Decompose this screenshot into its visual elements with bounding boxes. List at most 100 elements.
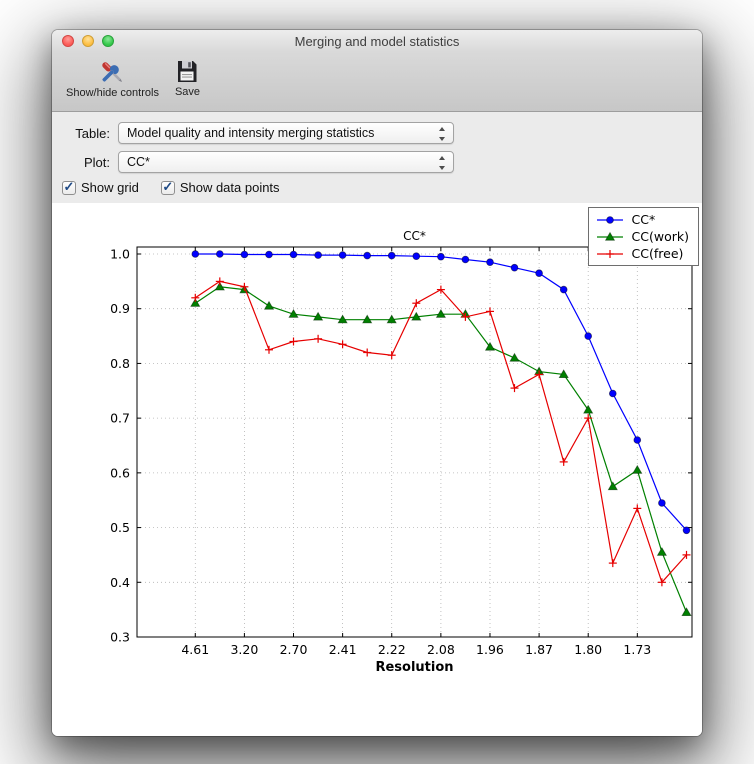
tools-icon — [102, 62, 123, 83]
data-point-marker — [363, 251, 372, 260]
data-point-marker — [386, 314, 397, 324]
data-point-marker — [216, 250, 224, 258]
table-row: Table: Model quality and intensity mergi… — [62, 122, 702, 144]
data-point-marker — [435, 309, 446, 318]
data-point-marker — [265, 250, 273, 259]
show-grid-label: Show grid — [81, 180, 139, 195]
data-point-marker — [656, 547, 667, 556]
y-tick-label: 0.6 — [110, 465, 130, 480]
data-point-marker — [509, 352, 520, 362]
data-point-marker — [535, 269, 543, 277]
data-point-marker — [510, 263, 519, 272]
table-label: Table: — [75, 125, 110, 141]
data-point-marker — [412, 252, 421, 260]
y-tick-label: 0.4 — [110, 575, 130, 590]
y-tick-label: 0.5 — [110, 520, 130, 535]
data-point-marker — [289, 250, 298, 259]
y-tick-label: 1.0 — [110, 247, 130, 262]
show-grid-checkbox[interactable] — [62, 179, 76, 195]
legend-sample-icon — [596, 231, 623, 241]
data-point-marker — [558, 369, 569, 379]
table-select[interactable]: Model quality and intensity merging stat… — [118, 122, 454, 144]
show-data-points-label: Show data points — [179, 180, 280, 195]
plot-area: 0.3 0.4 0.5 0.6 0.7 0.8 0.9 1.0 4.61 3.20 2.70 2.41… — [52, 203, 702, 736]
chart: 0.3 0.4 0.5 0.6 0.7 0.8 0.9 1.0 4.61 3.20 2.70 2.41… — [110, 229, 693, 675]
data-point-marker — [681, 607, 692, 617]
x-tick-label: 1.87 — [525, 642, 553, 657]
titlebar[interactable]: Merging and model statistics — [52, 30, 702, 52]
data-point-marker — [437, 252, 445, 261]
data-point-marker — [605, 215, 614, 224]
checkbox-row: Show grid Show data points — [62, 179, 702, 195]
legend-entry: CC(work) — [595, 229, 689, 244]
close-button[interactable] — [62, 35, 74, 47]
window-title: Merging and model statistics — [294, 33, 460, 49]
x-tick-label: 1.80 — [574, 642, 602, 657]
toolbar-item-label: Show/hide controls — [66, 87, 159, 99]
x-tick-label: 2.08 — [427, 642, 455, 657]
x-tick-label: 2.22 — [378, 642, 406, 657]
data-point-marker — [583, 404, 594, 414]
data-point-marker — [191, 250, 200, 258]
toolbar: Show/hide controls Save — [52, 52, 702, 112]
legend-entry: CC(free) — [595, 246, 689, 261]
axes-background — [137, 247, 692, 637]
save-button[interactable]: Save — [169, 57, 206, 100]
data-point-marker — [607, 481, 618, 491]
data-point-marker — [608, 389, 617, 398]
legend-sample-icon — [596, 215, 623, 224]
data-point-marker — [486, 258, 494, 266]
traffic-lights — [62, 35, 114, 47]
popup-arrows-icon — [438, 156, 447, 170]
y-tick-label: 0.3 — [110, 630, 130, 645]
data-point-marker — [387, 251, 396, 260]
data-point-marker — [190, 298, 201, 307]
axes-frame — [136, 246, 693, 638]
x-tick-label: 3.20 — [230, 642, 258, 657]
data-point-marker — [362, 314, 373, 324]
table-select-value: Model quality and intensity merging stat… — [127, 126, 375, 140]
plot-row: Plot: CC* — [62, 151, 702, 173]
data-point-marker — [240, 250, 249, 259]
plot-select[interactable]: CC* — [118, 151, 454, 173]
data-point-marker — [484, 341, 496, 351]
data-point-marker — [632, 464, 643, 474]
legend-label: CC(work) — [631, 229, 689, 244]
data-point-marker — [314, 251, 322, 259]
toolbar-item-label: Save — [174, 86, 201, 98]
data-point-marker — [214, 281, 225, 291]
save-icon — [178, 61, 197, 82]
plot-label: Plot: — [83, 154, 110, 170]
x-tick-label: 1.73 — [623, 642, 651, 657]
legend-label: CC* — [631, 212, 656, 227]
data-point-marker — [658, 499, 666, 507]
legend-sample-icon — [596, 249, 623, 258]
y-tick-label: 0.9 — [110, 301, 130, 316]
legend-label: CC(free) — [631, 246, 684, 261]
chart-title: CC* — [403, 229, 426, 243]
x-tick-label: 1.96 — [476, 642, 504, 657]
data-point-marker — [633, 436, 642, 444]
x-tick-label: 4.61 — [181, 642, 209, 657]
data-point-marker — [313, 311, 324, 321]
data-point-marker — [263, 300, 275, 310]
chart-legend: CC* CC(work) CC(free) — [587, 207, 699, 266]
data-point-marker — [559, 285, 568, 294]
minimize-button[interactable] — [82, 35, 94, 47]
x-axis-label: Resolution — [375, 660, 453, 675]
data-point-marker — [461, 255, 470, 264]
legend-entry: CC* — [595, 212, 689, 227]
y-tick-label: 0.8 — [110, 356, 130, 371]
x-tick-label: 2.70 — [280, 642, 308, 657]
data-point-marker — [337, 314, 348, 324]
controls-panel: Table: Model quality and intensity mergi… — [52, 112, 702, 203]
data-point-marker — [288, 309, 299, 318]
zoom-button[interactable] — [102, 35, 114, 47]
popup-arrows-icon — [438, 127, 447, 141]
show-data-points-checkbox[interactable] — [160, 179, 175, 195]
data-point-marker — [682, 526, 691, 535]
data-point-marker — [584, 332, 592, 340]
data-point-marker — [604, 231, 615, 241]
plot-select-value: CC* — [127, 155, 150, 169]
show-hide-controls-button[interactable]: Show/hide controls — [60, 57, 165, 101]
